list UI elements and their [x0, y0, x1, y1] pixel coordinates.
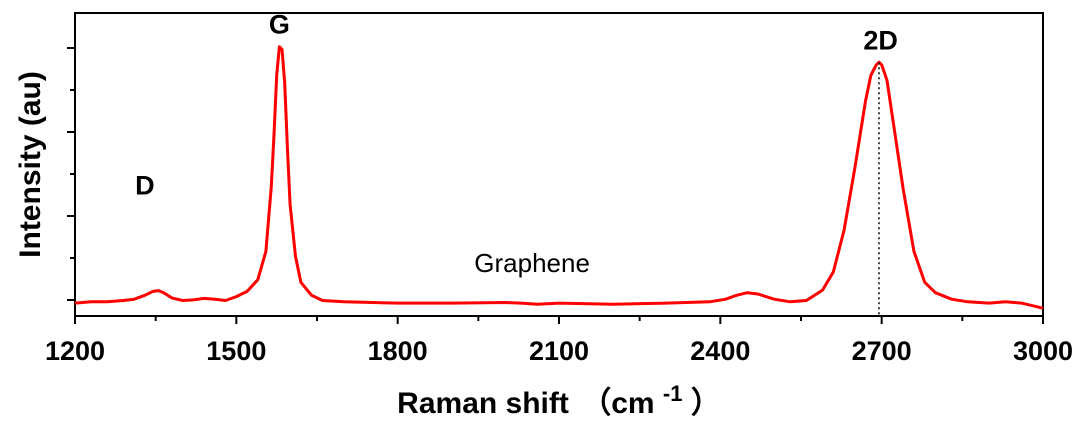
- x-tick-label: 2700: [852, 336, 912, 366]
- peak-label: G: [269, 10, 290, 40]
- x-axis-unit-close: ）: [691, 386, 721, 420]
- x-tick-label: 2100: [529, 336, 589, 366]
- x-axis-unit: （cm: [581, 386, 654, 420]
- x-tick-label: 2400: [690, 336, 750, 366]
- sample-label: Graphene: [474, 248, 590, 278]
- y-axis-title: Intensity (au): [14, 71, 47, 258]
- x-axis-title-text: Raman shift: [397, 387, 569, 420]
- x-tick-label: 1500: [206, 336, 266, 366]
- peak-annotations: D G 2D Graphene: [135, 10, 898, 278]
- x-tick-label: 1800: [368, 336, 428, 366]
- peak-label: 2D: [863, 25, 898, 55]
- x-axis-unit-exponent: -1: [663, 381, 683, 406]
- spectrum-line: [74, 45, 1044, 310]
- x-tick-label: 1200: [45, 336, 105, 366]
- y-axis-ticks: [67, 47, 75, 301]
- x-tick-label: 3000: [1013, 336, 1073, 366]
- peak-label: D: [135, 170, 155, 200]
- x-axis-ticks: 1200 1500 1800 2100 2400 2700 3000: [45, 316, 1073, 366]
- x-axis-title: Raman shift （cm -1 ）: [397, 375, 721, 420]
